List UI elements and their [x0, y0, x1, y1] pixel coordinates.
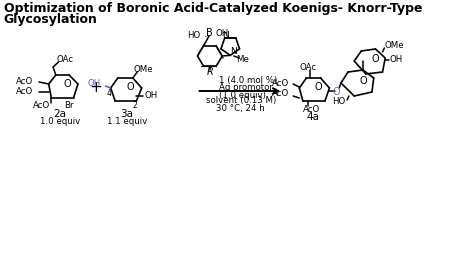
Text: Optimization of Boronic Acid-Catalyzed Koenigs- Knorr-Type: Optimization of Boronic Acid-Catalyzed K… — [3, 2, 422, 15]
Text: OH: OH — [390, 56, 403, 64]
Text: B: B — [206, 28, 212, 38]
Text: OMe: OMe — [134, 65, 153, 74]
Text: (1.0 equiv): (1.0 equiv) — [219, 92, 265, 101]
Text: AcO: AcO — [17, 77, 34, 86]
Text: OAc: OAc — [57, 55, 74, 64]
Text: 1.1 equiv: 1.1 equiv — [107, 117, 147, 126]
Text: OH: OH — [215, 28, 228, 38]
Text: N: N — [222, 31, 229, 40]
Text: OH: OH — [88, 80, 101, 89]
Text: Br: Br — [64, 102, 73, 110]
Text: AcO: AcO — [272, 89, 289, 98]
Text: 4a: 4a — [306, 112, 319, 122]
Text: AcO: AcO — [303, 105, 320, 114]
Text: OAc: OAc — [300, 64, 317, 73]
Text: 30 °C, 24 h: 30 °C, 24 h — [217, 105, 265, 114]
Text: O: O — [315, 82, 323, 92]
Text: R: R — [207, 67, 213, 77]
Text: 2a: 2a — [54, 109, 67, 119]
Text: O: O — [127, 82, 134, 92]
Text: solvent (0.13 M): solvent (0.13 M) — [206, 97, 276, 106]
Text: Glycosylation: Glycosylation — [3, 13, 98, 26]
Text: 1 (4.0 mol %): 1 (4.0 mol %) — [219, 76, 277, 85]
Text: Me: Me — [236, 55, 249, 64]
Text: OMe: OMe — [384, 41, 404, 51]
Text: O: O — [333, 87, 340, 97]
Text: O: O — [372, 54, 379, 64]
Text: 4: 4 — [107, 89, 111, 98]
Text: AcO: AcO — [33, 102, 50, 110]
Text: AcO: AcO — [272, 78, 289, 88]
Text: .: . — [204, 29, 207, 39]
Text: HO: HO — [187, 31, 200, 39]
Text: 1.0 equiv: 1.0 equiv — [40, 117, 80, 126]
Text: 2: 2 — [132, 101, 137, 110]
Text: +: + — [89, 81, 102, 95]
Text: AcO: AcO — [17, 88, 34, 97]
Text: Ag promotor: Ag promotor — [219, 84, 273, 93]
Text: HO: HO — [332, 97, 346, 106]
Text: O: O — [359, 76, 367, 86]
Text: OH: OH — [145, 92, 157, 101]
Text: O: O — [64, 79, 71, 89]
Text: 3a: 3a — [120, 109, 133, 119]
Text: N: N — [230, 48, 237, 56]
